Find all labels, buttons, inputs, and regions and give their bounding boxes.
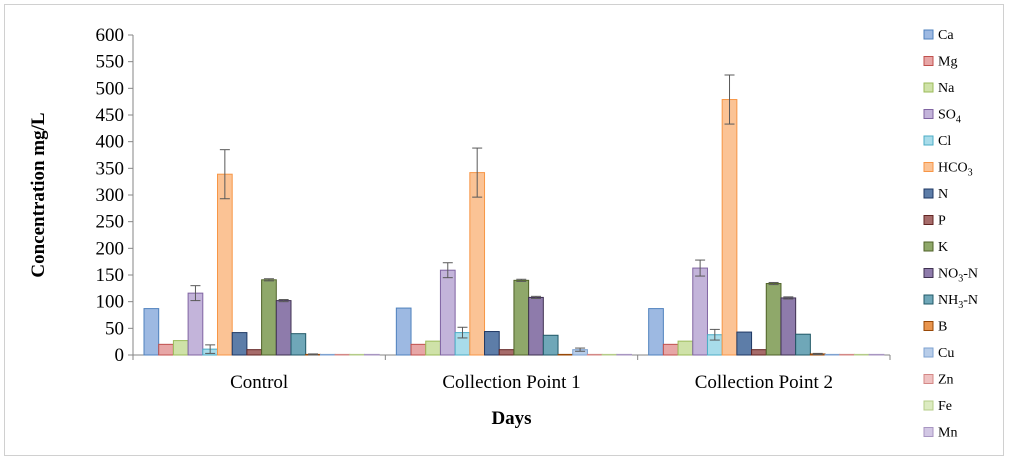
bar-mg: [158, 343, 174, 356]
bar-k: [261, 279, 277, 356]
bar-ca: [648, 308, 664, 356]
legend-swatch-ca: [923, 29, 934, 40]
y-tick-label: 200: [96, 238, 125, 259]
y-tick-label: 600: [96, 25, 125, 46]
legend-label-p: P: [938, 214, 946, 229]
bar-p: [246, 349, 263, 356]
legend-swatch-na: [923, 82, 934, 93]
bar-mn: [868, 353, 885, 356]
x-tick-label: Control: [230, 372, 288, 393]
bar-nh3-n: [795, 333, 811, 356]
y-tick-label: 100: [96, 292, 125, 313]
legend-swatch-mn: [923, 427, 934, 437]
legend-label-k: K: [938, 240, 948, 255]
legend-label-ca: Ca: [938, 28, 954, 43]
bar-nh3-n: [290, 333, 307, 356]
bar-na: [172, 340, 189, 356]
bar-ca: [395, 307, 412, 356]
y-tick-label: 150: [96, 265, 125, 286]
bar-so4: [439, 269, 456, 356]
bar-b: [557, 353, 574, 356]
bar-no3-n: [780, 297, 797, 356]
bar-no3-n: [528, 296, 544, 356]
bar-hco3: [217, 173, 233, 356]
bar-zn: [334, 353, 351, 356]
legend-label-na: Na: [938, 81, 955, 96]
bar-so4: [187, 292, 204, 356]
bar-n: [484, 331, 500, 356]
x-tick-label: Collection Point 1: [442, 372, 580, 393]
y-axis-title: Concentration mg/L: [28, 112, 49, 277]
legend-swatch-nh3-n: [923, 294, 934, 305]
bar-fe: [853, 353, 870, 356]
bar-cu: [824, 353, 841, 356]
bar-fe: [349, 353, 365, 356]
bar-na: [677, 340, 694, 356]
y-tick-label: 0: [115, 345, 125, 366]
legend-label-mg: Mg: [938, 55, 957, 70]
legend-label-cl: Cl: [938, 134, 951, 149]
bar-ca: [143, 308, 160, 356]
x-axis-title: Days: [491, 408, 531, 429]
x-tick-label: Collection Point 2: [695, 372, 833, 393]
legend-label-zn: Zn: [938, 373, 954, 388]
bar-zn: [839, 353, 855, 356]
bar-cu: [319, 353, 336, 356]
y-tick-label: 300: [96, 185, 125, 206]
chart-frame: [4, 4, 1004, 456]
legend-swatch-n: [923, 188, 934, 199]
legend-label-n: N: [938, 187, 948, 202]
legend-label-nh3-n: NH3-N: [938, 293, 978, 311]
bar-zn: [586, 353, 603, 356]
legend-label-so4: SO4: [938, 108, 961, 126]
bar-mn: [616, 353, 633, 356]
legend-swatch-zn: [923, 374, 934, 384]
bar-mn: [364, 353, 380, 356]
bar-na: [425, 340, 441, 356]
legend-swatch-hco3: [923, 162, 934, 172]
bar-k: [765, 283, 782, 356]
y-tick-label: 350: [96, 158, 125, 179]
bar-no3-n: [275, 300, 292, 356]
legend-swatch-so4: [923, 109, 934, 119]
bar-hco3: [469, 172, 486, 356]
bar-fe: [601, 353, 618, 356]
legend-swatch-fe: [923, 400, 934, 411]
y-tick-label: 250: [96, 212, 125, 233]
legend-label-fe: Fe: [938, 399, 952, 414]
y-tick-label: 400: [96, 132, 125, 153]
legend-swatch-cl: [923, 135, 934, 146]
bar-n: [231, 332, 248, 356]
legend-swatch-mg: [923, 56, 934, 66]
y-tick-label: 500: [96, 78, 125, 99]
legend-swatch-no3-n: [923, 268, 934, 278]
y-tick-label: 550: [96, 52, 125, 73]
y-tick-label: 450: [96, 105, 125, 126]
bar-so4: [692, 267, 708, 356]
legend-label-cu: Cu: [938, 346, 954, 361]
legend-swatch-b: [923, 321, 934, 331]
legend-swatch-cu: [923, 347, 934, 358]
y-tick-label: 50: [105, 318, 124, 339]
bar-mg: [410, 343, 427, 356]
bar-p: [751, 349, 767, 356]
bar-p: [498, 349, 515, 356]
legend-label-mn: Mn: [938, 426, 957, 441]
legend-swatch-p: [923, 215, 934, 225]
bar-nh3-n: [542, 334, 559, 356]
legend-swatch-k: [923, 241, 934, 252]
bar-hco3: [721, 99, 738, 356]
bar-n: [736, 331, 753, 356]
bar-mg: [662, 343, 679, 356]
bar-k: [513, 279, 530, 356]
legend-label-no3-n: NO3-N: [938, 267, 978, 285]
legend-label-hco3: HCO3: [938, 161, 973, 179]
legend-label-b: B: [938, 320, 947, 335]
